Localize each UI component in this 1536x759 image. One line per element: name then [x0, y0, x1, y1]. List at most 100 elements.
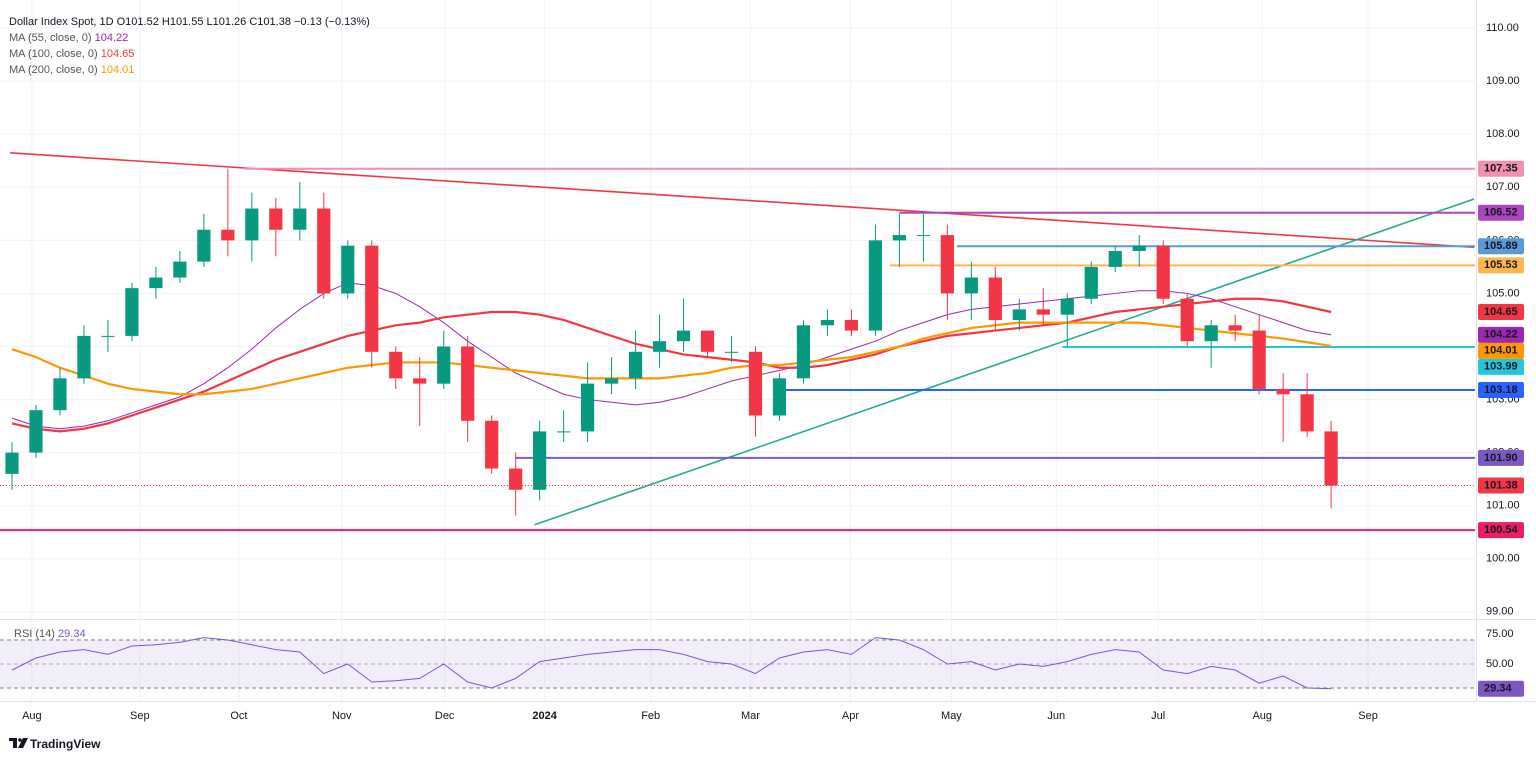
price-badge-label: 103.18 [1484, 384, 1518, 396]
price-badge-label: 100.54 [1484, 524, 1519, 536]
price-badge-label: 104.65 [1484, 306, 1518, 318]
candle-body [269, 208, 283, 230]
ma-legend-row: MA (200, close, 0) 104.01 [9, 62, 370, 78]
x-tick-label: Jul [1151, 710, 1165, 722]
candle-body [221, 229, 235, 241]
candle-body [1228, 325, 1242, 331]
candle-body [1108, 250, 1122, 267]
rsi-badge [1478, 680, 1524, 697]
candle-body [29, 410, 43, 453]
candle-body [940, 235, 954, 294]
candle-body [437, 346, 451, 384]
candle-body [724, 351, 739, 353]
ma-name: MA (200, close, 0) [9, 64, 98, 76]
rsi-tick-label: 50.00 [1486, 658, 1514, 670]
candle-body [5, 452, 19, 474]
ma-legend: MA (55, close, 0) 104.22 MA (100, close, … [9, 30, 370, 78]
y-tick-label: 100.00 [1486, 553, 1520, 565]
x-tick-label: Apr [842, 710, 859, 722]
candle-body [413, 378, 427, 384]
candle-body [796, 325, 811, 379]
candle-body [1036, 309, 1050, 315]
brand: TradingView [30, 737, 101, 751]
x-tick-label: Jun [1047, 710, 1065, 722]
x-tick-label: Aug [22, 710, 42, 722]
price-badge-label: 104.01 [1484, 345, 1518, 357]
price-badge [1478, 257, 1524, 274]
ma-legend-row: MA (100, close, 0) 104.65 [9, 46, 370, 62]
x-tick-label: Oct [230, 710, 247, 722]
price-badge-label: 106.52 [1484, 207, 1518, 219]
candle-body [341, 245, 355, 294]
candle-body [1204, 325, 1218, 342]
x-tick-label: Nov [332, 710, 352, 722]
candle-body [1324, 431, 1338, 486]
price-badge [1478, 522, 1524, 539]
candle-body [1084, 266, 1098, 299]
ma-legend-row: MA (55, close, 0) 104.22 [9, 30, 370, 46]
ma-name: MA (100, close, 0) [9, 48, 98, 60]
ma-value: 104.01 [100, 64, 135, 76]
y-tick-label: 110.00 [1486, 22, 1519, 34]
y-tick-label: 109.00 [1486, 75, 1520, 87]
y-tick-label: 101.00 [1486, 500, 1520, 512]
candle-body [581, 383, 595, 432]
price-badge [1478, 204, 1524, 221]
ma-line [11, 297, 1332, 433]
x-tick-label: Sep [1358, 710, 1378, 722]
price-badge-label: 104.22 [1484, 329, 1518, 341]
candle-body [868, 240, 883, 331]
candle-body [173, 261, 187, 278]
rsi-line [11, 637, 1332, 690]
candle-body [101, 335, 115, 337]
candle-body [1012, 309, 1026, 320]
trend-line [534, 198, 1475, 526]
price-badge [1478, 358, 1524, 375]
price-badge [1478, 326, 1524, 343]
price-badge [1478, 160, 1524, 177]
candle-body [77, 335, 91, 379]
candle-body [389, 351, 403, 379]
candle-body [485, 420, 499, 469]
candle-body [557, 431, 571, 433]
symbol-title: Dollar Index Spot, 1D [9, 16, 114, 28]
candle-body [197, 229, 211, 262]
ma-line [11, 321, 1332, 396]
ma-value: 104.65 [100, 48, 135, 60]
candle-body [53, 378, 67, 411]
x-tick-label: Sep [130, 710, 150, 722]
ohlc-text: O101.52 H101.55 L101.26 C101.38 −0.13 (−… [116, 16, 370, 28]
price-badge [1478, 382, 1524, 399]
price-badge-label: 101.38 [1484, 479, 1518, 491]
candle-body [964, 277, 978, 294]
price-badge-label: 105.53 [1484, 259, 1518, 271]
price-badge [1478, 449, 1524, 466]
candle-body [700, 330, 715, 352]
y-tick-label: 108.00 [1486, 128, 1520, 140]
rsi-badge-label: 29.34 [1484, 683, 1512, 695]
legend: Dollar Index Spot, 1D O101.52 H101.55 L1… [9, 14, 370, 78]
price-badge [1478, 238, 1524, 255]
candle-body [1276, 388, 1290, 395]
ma-name: MA (55, close, 0) [9, 32, 92, 44]
candle-body [1252, 330, 1266, 389]
candle-body [461, 346, 475, 421]
candle-body [772, 378, 787, 416]
candle-body [676, 330, 691, 342]
x-tick-label: Dec [435, 710, 455, 722]
y-tick-label: 107.00 [1486, 181, 1520, 193]
candle-body [317, 208, 331, 294]
price-badge-label: 107.35 [1484, 163, 1518, 175]
candle-body [1156, 245, 1170, 299]
candle-body [628, 351, 643, 379]
candle-body [988, 277, 1002, 320]
candle-body [149, 277, 163, 289]
candle-body [844, 319, 859, 331]
candle-body [652, 341, 667, 352]
price-badge [1478, 477, 1524, 494]
y-tick-label: 105.00 [1486, 287, 1520, 299]
candle-body [1132, 245, 1146, 251]
legend-row: Dollar Index Spot, 1D O101.52 H101.55 L1… [9, 14, 370, 30]
